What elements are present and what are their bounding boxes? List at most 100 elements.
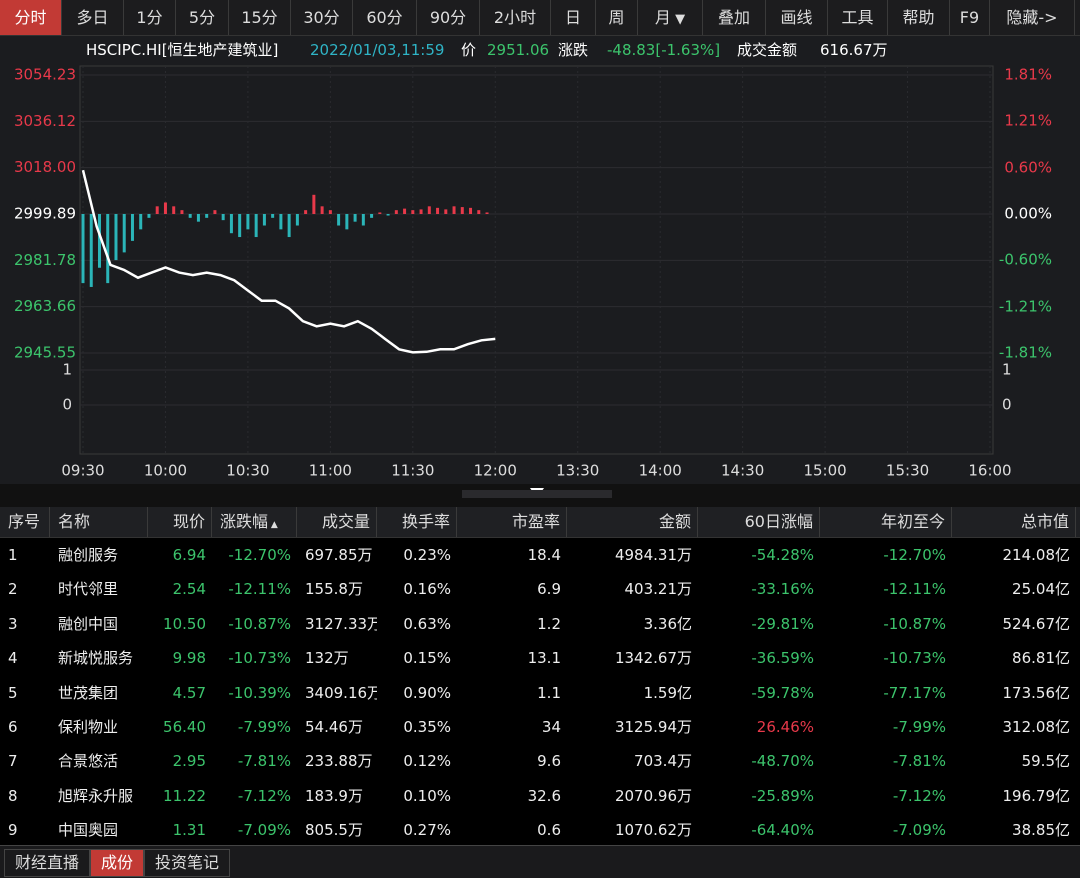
toolbar-tab[interactable]: 5分 [176, 0, 229, 35]
toolbar-tab[interactable]: 分时 [0, 0, 62, 35]
change-bar [394, 210, 398, 214]
toolbar-tab[interactable]: 2小时 [480, 0, 551, 35]
table-row[interactable]: 6 保利物业 56.40 -7.99% 54.46万 0.35% 34 3125.94万 26.… [0, 710, 1080, 744]
toolbar-tab[interactable]: 月 ▼ [638, 0, 703, 35]
table-row[interactable]: 7 合景悠活 2.95 -7.81% 233.88万 0.12% 9.6 703.4万 -48.… [0, 744, 1080, 778]
table-cell: 合景悠活 [58, 752, 119, 771]
table-cell: 3127.33万 [305, 614, 377, 633]
table-cell: 25.04亿 [1012, 580, 1070, 599]
table-cell: -12.70% [228, 546, 291, 564]
table-cell: 38.85亿 [1012, 821, 1070, 840]
table-cell: 1.59亿 [643, 683, 692, 702]
table-row[interactable]: 2 时代邻里 2.54 -12.11% 155.8万 0.16% 6.9 403.21万 -33… [0, 572, 1080, 606]
toolbar-tab[interactable]: 隐藏-> [990, 0, 1075, 35]
toolbar-tab[interactable]: 工具 [828, 0, 888, 35]
toolbar-tab[interactable]: F9 [950, 0, 990, 35]
y-tick-label: 2999.89 [14, 205, 76, 223]
change-bar [130, 214, 134, 241]
table-cell: 155.8万 [305, 580, 363, 599]
table-cell: 9.98 [172, 649, 206, 668]
column-header[interactable]: 现价 [148, 507, 212, 537]
table-cell: 2.54 [172, 580, 206, 599]
toolbar-tab[interactable]: 叠加 [703, 0, 766, 35]
index-code: HSCIPC.HI[恒生地产建筑业] [86, 41, 279, 59]
column-header[interactable]: 名称 [50, 507, 148, 537]
change-bar [221, 214, 225, 221]
x-tick-label: 15:00 [803, 462, 846, 480]
change-bar [295, 214, 299, 226]
change-bar [378, 212, 382, 214]
y-tick-label: 2981.78 [14, 251, 76, 269]
table-cell: -29.81% [751, 614, 814, 633]
table-cell: 26.46% [756, 717, 814, 736]
change-bar [213, 210, 217, 214]
bottom-tab[interactable]: 成份 [90, 849, 145, 877]
toolbar-tab[interactable]: 90分 [417, 0, 480, 35]
table-cell: 0.6 [537, 821, 561, 840]
toolbar-tab[interactable]: 30分 [291, 0, 353, 35]
change-bar [279, 214, 283, 230]
table-cell: -7.99% [892, 717, 946, 736]
table-cell: 54.46万 [305, 717, 363, 736]
toolbar-tab[interactable]: 画线 [766, 0, 828, 35]
table-cell: -54.28% [751, 546, 814, 564]
table-cell: 0.15% [403, 649, 451, 668]
y-tick-label: 3018.00 [14, 158, 76, 176]
table-row[interactable]: 5 世茂集团 4.57 -10.39% 3409.16万 0.90% 1.1 1.59亿 -59… [0, 676, 1080, 710]
toolbar-tab[interactable]: 多日 [62, 0, 124, 35]
column-header[interactable]: 年初至今 [820, 507, 952, 537]
change-bar [427, 206, 431, 214]
dropdown-arrow[interactable]: ▼ [670, 12, 686, 27]
table-cell: 703.4万 [634, 752, 692, 771]
table-cell: -33.16% [751, 580, 814, 599]
splitter[interactable] [462, 490, 612, 498]
volume-tick-label: 0 [1002, 396, 1012, 414]
table-row[interactable]: 9 中国奥园 1.31 -7.09% 805.5万 0.27% 0.6 1070.62万 -64… [0, 813, 1080, 847]
price-label: 价 [461, 41, 477, 59]
table-cell: -7.81% [237, 752, 291, 771]
change-bar [345, 214, 349, 230]
table-row[interactable]: 3 融创中国 10.50 -10.87% 3127.33万 0.63% 1.2 3.36亿 -2… [0, 607, 1080, 641]
table-cell: 旭辉永升服 [58, 786, 134, 805]
table-row[interactable]: 1 融创服务 6.94 -12.70% 697.85万 0.23% 18.4 4984.31万… [0, 538, 1080, 572]
chart-bg [0, 64, 1080, 484]
change-bar [254, 214, 258, 238]
toolbar-tab[interactable]: 60分 [353, 0, 417, 35]
toolbar-tab[interactable]: 1分 [124, 0, 176, 35]
change-bar [312, 194, 316, 214]
y2-tick-label: 1.81% [1004, 66, 1052, 84]
column-header[interactable]: 涨跌幅 ▲ [212, 507, 297, 537]
change-bar [139, 214, 143, 230]
table-row[interactable]: 8 旭辉永升服 11.22 -7.12% 183.9万 0.10% 32.6 2070.96万… [0, 779, 1080, 813]
bottom-tab[interactable]: 投资笔记 [144, 849, 231, 877]
toolbar-tab[interactable]: 日 [551, 0, 596, 35]
column-header[interactable]: 总市值 [952, 507, 1076, 537]
column-header[interactable]: 金额 [567, 507, 698, 537]
change-bar [89, 214, 93, 287]
table-cell: 7 [8, 752, 18, 771]
table-cell: 196.79亿 [1002, 786, 1071, 805]
toolbar-tab[interactable]: 15分 [229, 0, 291, 35]
x-tick-label: 10:00 [144, 462, 187, 480]
table-cell: 2.95 [172, 752, 206, 771]
column-header[interactable]: 市盈率 [457, 507, 567, 537]
table-cell: -10.39% [228, 683, 291, 702]
bottom-tab[interactable]: 财经直播 [4, 849, 91, 877]
column-header[interactable]: 60日涨幅 [698, 507, 820, 537]
change-bar [287, 214, 291, 238]
change-bar [361, 214, 365, 226]
column-header[interactable]: 序号 [0, 507, 50, 537]
column-header[interactable]: 换手率 [377, 507, 457, 537]
table-cell: 183.9万 [305, 786, 363, 805]
change-bar [444, 209, 448, 214]
amount: 616.67万 [820, 41, 888, 59]
toolbar-tab[interactable]: 帮助 [888, 0, 950, 35]
table-cell: -7.12% [237, 786, 291, 805]
column-header[interactable]: 成交量 [297, 507, 377, 537]
info-bar: HSCIPC.HI[恒生地产建筑业] 2022/01/03,11:59 价 29… [0, 36, 1080, 64]
table-cell: 5 [8, 683, 18, 702]
table-cell: 697.85万 [305, 546, 373, 564]
toolbar-tab[interactable]: 周 [596, 0, 638, 35]
table-cell: 时代邻里 [58, 580, 119, 599]
table-row[interactable]: 4 新城悦服务 9.98 -10.73% 132万 0.15% 13.1 1342.67万 -3… [0, 641, 1080, 675]
